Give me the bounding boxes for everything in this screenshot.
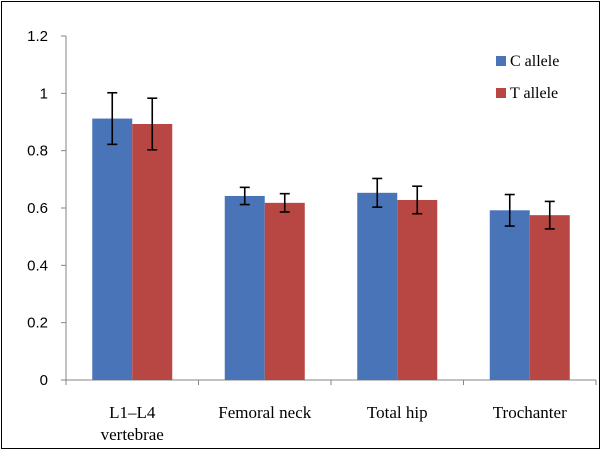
legend-label: T allele [510,85,558,102]
y-tick-label: 0.6 [27,200,48,217]
y-tick-label: 0.2 [27,315,48,332]
y-tick-label: 0 [40,372,48,389]
x-category-label-line: Trochanter [493,403,567,422]
y-tick-label: 0.4 [27,257,48,274]
y-tick-label: 1.2 [27,28,48,45]
x-category-label-line: Femoral neck [218,403,311,422]
x-category-label-line: Total hip [367,403,428,422]
legend-swatch [496,88,506,98]
bar [357,192,398,380]
x-category-label-line: vertebrae [101,425,164,444]
bar [529,215,570,380]
x-category-label: L1–L4 vertebrae [101,403,164,444]
x-category-label-line: L1–L4 [109,403,156,422]
bar [92,118,133,380]
legend-swatch [496,56,506,66]
y-tick-label: 0.8 [27,143,48,160]
y-tick-label: 1 [40,85,48,102]
bar [489,210,530,380]
bar [397,199,438,380]
bar [224,195,265,380]
legend-label: C allele [510,53,559,70]
x-category-label: Total hip [367,403,428,422]
bar [264,202,305,380]
bar [132,124,173,380]
x-category-label: Femoral neck [218,403,311,422]
x-category-label: Trochanter [493,403,567,422]
